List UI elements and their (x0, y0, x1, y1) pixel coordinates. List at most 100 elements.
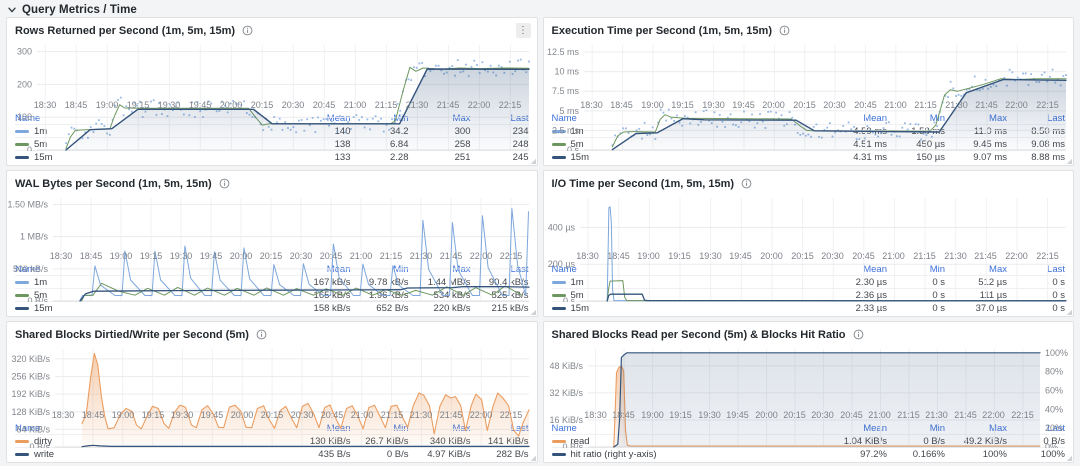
x-axis-label: 20:45 (840, 410, 863, 420)
y-axis-label: 200 µs (547, 259, 575, 269)
x-axis-label: 20:00 (229, 251, 253, 261)
x-axis-label: 21:15 (897, 410, 920, 420)
panel-menu-icon[interactable]: ⋮ (515, 23, 531, 38)
chart-execution-time[interactable]: 0 s 2.5 ms 5 ms 7.5 ms 10 ms 12.5 ms (544, 40, 1074, 151)
panel-resize-handle[interactable] (529, 158, 536, 164)
section-header-query-metrics-time[interactable]: Query Metrics / Time (0, 0, 1080, 17)
chart-shared-blocks-dirtied-write[interactable]: 0 B/s 64 KiB/s 128 KiB/s 192 KiB/s 256 KiB/s… (7, 344, 537, 448)
panel-resize-handle[interactable] (1066, 455, 1072, 461)
legend-value-mean: 133 (334, 151, 351, 163)
chart-rows-returned[interactable]: 0 100 200 300 (7, 40, 537, 151)
panel-header[interactable]: Shared Blocks Read per Second (5m) & Blo… (544, 322, 1074, 344)
legend-series-label[interactable]: 15m (15, 303, 287, 314)
x-axis-label: 21:15 (379, 251, 403, 261)
legend-header-mean[interactable]: Mean (863, 112, 887, 124)
y-axis-label: 12.5 ms (546, 47, 579, 57)
legend-series-label[interactable]: 15m (15, 152, 287, 163)
x-axis: 18:30 18:45 19:00 19:15 19:30 19:45 20:00 20:15… (7, 100, 537, 112)
series-color-swatch (551, 452, 566, 456)
legend-series-label[interactable]: 1m (15, 126, 287, 137)
legend-header-last[interactable]: Last (1047, 263, 1065, 275)
legend-row-1m: 1m 167 kB/s 9.78 kB/s 1.44 MB/s 90.4 kB/s (15, 275, 529, 288)
chart-wal-bytes[interactable]: 0 B/s 500 kB/s 1 MB/s 1.50 MB/s (7, 193, 537, 302)
panel-resize-handle[interactable] (1066, 158, 1072, 164)
legend-header-row: Name Mean Min Max Last (552, 263, 1066, 275)
legend-header-mean[interactable]: Mean (326, 112, 351, 124)
legend-row-15m: 15m 2.33 µs 0 s 37.0 µs 0 s (551, 301, 1065, 314)
x-axis-label: 19:00 (641, 410, 664, 420)
legend-series-label[interactable]: dirty (15, 436, 287, 447)
chart-io-time[interactable]: 0 s 200 µs 400 µs (544, 193, 1074, 302)
chart-canvas[interactable]: 0 B/s 500 kB/s 1 MB/s 1.50 MB/s (7, 193, 537, 302)
legend-series-label[interactable]: 5m (551, 139, 824, 150)
x-axis-label: 19:15 (669, 410, 692, 420)
panel-header[interactable]: Rows Returned per Second (1m, 5m, 15m) ⋮ (7, 18, 537, 40)
legend-series-label[interactable]: write (15, 449, 287, 460)
x-axis-label: 20:30 (823, 100, 846, 110)
legend-value-max: 534 kB/s (433, 289, 471, 301)
panel-header[interactable]: Execution Time per Second (1m, 5m, 15m) (544, 18, 1074, 40)
x-axis-label: 19:30 (702, 100, 725, 110)
legend-series-label[interactable]: 1m (551, 126, 824, 137)
legend-series-label[interactable]: read (551, 436, 824, 447)
y-axis-label: 256 KiB/s (11, 372, 50, 382)
legend-header-last[interactable]: Last (510, 422, 529, 434)
x-axis-label: 21:15 (380, 410, 404, 420)
legend-series-label[interactable]: 5m (15, 290, 287, 301)
legend-header-mean[interactable]: Mean (863, 263, 887, 275)
legend-series-label[interactable]: 15m (551, 303, 824, 314)
legend-header-last[interactable]: Last (1047, 422, 1065, 434)
legend-header-name[interactable]: Name (15, 263, 41, 275)
legend-header-min[interactable]: Min (393, 112, 409, 124)
legend-value-max: 512 µs (978, 276, 1007, 288)
y-axis-label: 500 kB/s (13, 264, 49, 274)
legend-header-name[interactable]: Name (551, 263, 577, 275)
panel-resize-handle[interactable] (529, 455, 536, 461)
legend-series-label[interactable]: 15m (551, 152, 824, 163)
chart-canvas[interactable]: 0 s 2.5 ms 5 ms 7.5 ms 10 ms 12.5 ms (544, 40, 1074, 151)
y-axis-label: 1 MB/s (20, 232, 49, 242)
legend-row-15m: 15m 158 kB/s 652 B/s 220 kB/s 215 kB/s (15, 301, 529, 314)
x-axis-label: 18:45 (81, 410, 105, 420)
legend-series-label[interactable]: 5m (15, 139, 287, 150)
legend-header-min[interactable]: Min (929, 263, 945, 275)
info-icon[interactable] (242, 25, 253, 36)
panel-header[interactable]: Shared Blocks Dirtied/Write per Second (… (7, 322, 537, 344)
info-icon[interactable] (853, 329, 864, 340)
info-icon[interactable] (741, 178, 752, 189)
legend-header-name[interactable]: Name (551, 112, 577, 124)
panel-resize-handle[interactable] (529, 309, 536, 315)
x-axis-label: 19:00 (641, 100, 664, 110)
legend-header-name[interactable]: Name (15, 422, 41, 434)
dashboard-grid: Rows Returned per Second (1m, 5m, 15m) ⋮… (6, 17, 1074, 463)
series-color-swatch (15, 306, 29, 310)
panel-resize-handle[interactable] (1066, 309, 1072, 315)
legend-header-name[interactable]: Name (551, 422, 577, 434)
x-axis: 18:30 18:45 19:00 19:15 19:30 19:45 20:00 20:15… (544, 251, 1074, 263)
info-icon[interactable] (779, 25, 790, 36)
y-axis-label: 100 (17, 112, 32, 122)
chart-shared-blocks-read-hit-ratio[interactable]: 0 B/s 16 KiB/s 32 KiB/s 48 KiB/s 0% 20% 40% 60%… (544, 344, 1074, 448)
legend-header-name[interactable]: Name (15, 112, 41, 124)
legend-series-label[interactable]: 1m (551, 277, 824, 288)
legend-series-label[interactable]: hit ratio (right y-axis) (551, 449, 824, 460)
info-icon[interactable] (219, 178, 230, 189)
x-axis-label: 20:15 (259, 251, 283, 261)
chart-canvas[interactable]: 0 s 200 µs 400 µs (544, 193, 1074, 302)
chart-canvas[interactable]: 0 B/s 16 KiB/s 32 KiB/s 48 KiB/s 0% 20% 40% 60%… (544, 344, 1074, 448)
chart-canvas[interactable]: 0 100 200 300 (7, 40, 537, 151)
x-axis-label: 21:30 (405, 100, 429, 110)
x-axis-label: 21:00 (882, 251, 905, 261)
panel-header[interactable]: I/O Time per Second (1m, 5m, 15m) (544, 171, 1074, 193)
legend-header-max[interactable]: Max (989, 263, 1007, 275)
panel-execution-time: Execution Time per Second (1m, 5m, 15m) … (542, 17, 1074, 166)
x-axis-label: 21:30 (409, 410, 433, 420)
legend-value-mean: 165 kB/s (313, 289, 351, 301)
panel-header[interactable]: WAL Bytes per Second (1m, 5m, 15m) (7, 171, 537, 193)
legend-series-label[interactable]: 5m (551, 290, 824, 301)
chart-canvas[interactable]: 0 B/s 64 KiB/s 128 KiB/s 192 KiB/s 256 KiB/s… (7, 344, 537, 448)
info-icon[interactable] (256, 329, 267, 340)
x-axis-label: 19:30 (698, 410, 721, 420)
x-axis-label: 20:30 (811, 410, 834, 420)
legend-series-label[interactable]: 1m (15, 277, 287, 288)
